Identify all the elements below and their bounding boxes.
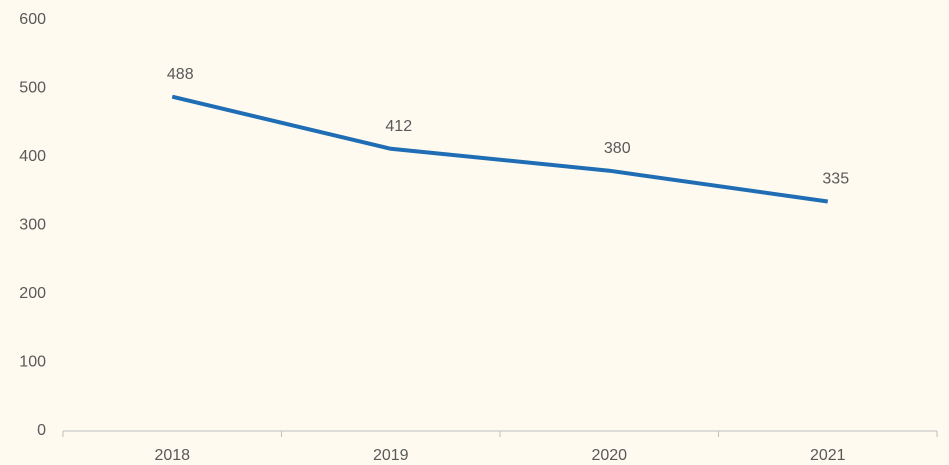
data-label: 488 [167,66,194,83]
y-tick-label: 500 [19,80,46,97]
x-tick-label: 2018 [154,447,190,464]
x-tick-label: 2019 [373,447,409,464]
y-tick-label: 100 [19,354,46,371]
y-tick-label: 600 [19,11,46,28]
line [171,94,829,204]
y-tick-label: 400 [19,148,46,165]
y-tick-label: 0 [37,422,46,439]
y-tick-label: 200 [19,285,46,302]
data-label: 335 [822,171,849,188]
x-tick-label: 2020 [591,447,627,464]
data-label: 412 [385,118,412,135]
x-tick-label: 2021 [810,447,846,464]
data-label: 380 [604,140,631,157]
y-tick-label: 300 [19,217,46,234]
